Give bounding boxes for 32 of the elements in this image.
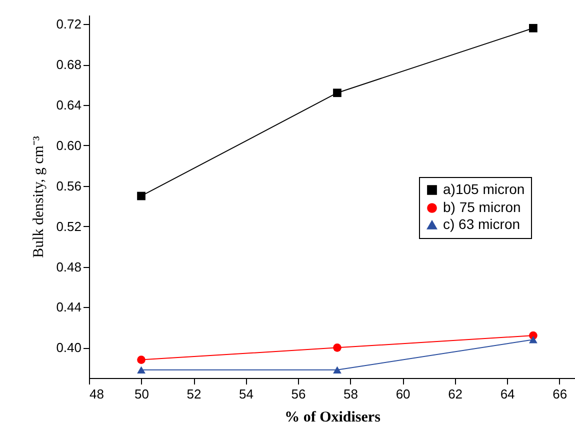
x-tick-label: 66 <box>552 386 568 402</box>
legend-label: c) 63 micron <box>443 216 520 232</box>
y-tick-label: 0.64 <box>56 97 82 112</box>
y-axis-title: Bulk density, g cm⁻³ <box>31 136 48 258</box>
y-tick-label: 0.56 <box>56 178 82 194</box>
point <box>333 366 342 374</box>
y-tick-label: 0.68 <box>56 57 82 72</box>
y-tick-label: 0.60 <box>56 138 82 153</box>
legend-label: b) 75 micron <box>443 199 521 215</box>
point <box>529 336 538 344</box>
y-tick-label: 0.52 <box>56 218 82 234</box>
x-tick-label: 56 <box>291 386 306 402</box>
point <box>529 24 538 32</box>
x-tick-label: 58 <box>344 386 358 402</box>
x-tick-label: 60 <box>396 386 410 402</box>
point <box>137 366 146 374</box>
x-tick-label: 52 <box>186 386 202 402</box>
point <box>137 356 146 364</box>
y-tick-label: 0.40 <box>56 340 82 356</box>
y-tick-label: 0.44 <box>56 300 82 315</box>
x-tick-label: 48 <box>90 386 104 402</box>
x-tick-label: 54 <box>239 386 254 402</box>
point <box>333 88 342 98</box>
legend-label: a)105 micron <box>443 181 525 197</box>
y-tick-label: 0.72 <box>56 16 82 32</box>
x-tick-label: 64 <box>500 386 515 402</box>
x-tick-label: 62 <box>448 386 463 402</box>
y-tick-label: 0.48 <box>56 259 82 274</box>
point <box>333 343 342 352</box>
x-tick-label: 50 <box>134 386 149 402</box>
point <box>137 192 146 200</box>
x-axis-title: % of Oxidisers <box>284 410 381 426</box>
